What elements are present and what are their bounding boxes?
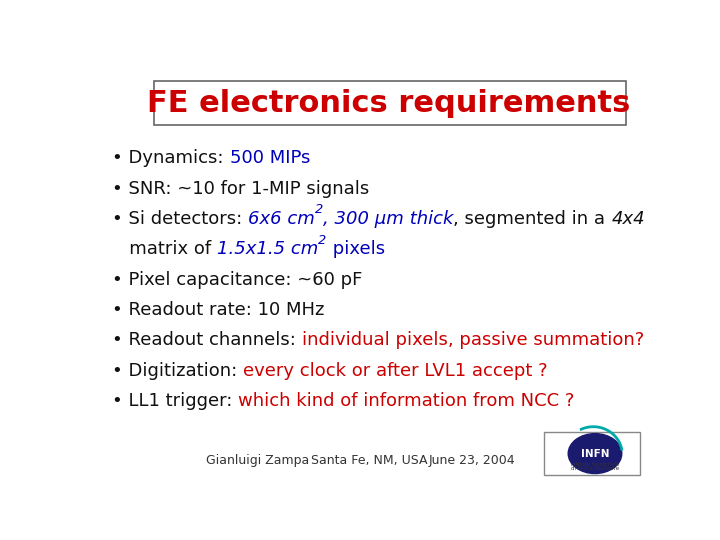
Circle shape — [568, 434, 622, 474]
Text: INFN: INFN — [581, 449, 609, 458]
Text: 500 MIPs: 500 MIPs — [230, 150, 310, 167]
Text: 6x6 cm: 6x6 cm — [248, 210, 315, 228]
Text: • Dynamics:: • Dynamics: — [112, 150, 230, 167]
Text: Gianluigi Zampa: Gianluigi Zampa — [206, 454, 309, 467]
Text: 2: 2 — [315, 204, 323, 217]
Text: Santa Fe, NM, USA: Santa Fe, NM, USA — [311, 454, 427, 467]
FancyBboxPatch shape — [154, 82, 626, 125]
Text: di Fisica Nucleare: di Fisica Nucleare — [571, 465, 619, 471]
Text: • LL1 trigger:: • LL1 trigger: — [112, 392, 238, 410]
Text: • Digitization:: • Digitization: — [112, 362, 243, 380]
Text: 4x4: 4x4 — [611, 210, 645, 228]
Text: • Readout rate: 10 MHz: • Readout rate: 10 MHz — [112, 301, 325, 319]
Text: FE electronics requirements: FE electronics requirements — [147, 89, 630, 118]
Text: , 300 μm: , 300 μm — [323, 210, 404, 228]
Text: individual pixels, passive summation?: individual pixels, passive summation? — [302, 332, 644, 349]
Text: June 23, 2004: June 23, 2004 — [429, 454, 516, 467]
Text: , segmented in a: , segmented in a — [454, 210, 611, 228]
Text: 1.5x1.5 cm: 1.5x1.5 cm — [217, 240, 318, 259]
Text: matrix of: matrix of — [112, 240, 217, 259]
Text: which kind of information from NCC ?: which kind of information from NCC ? — [238, 392, 575, 410]
Text: • Pixel capacitance: ~60 pF: • Pixel capacitance: ~60 pF — [112, 271, 363, 289]
Text: thick: thick — [404, 210, 454, 228]
Text: 2: 2 — [318, 234, 327, 247]
Text: pixels: pixels — [327, 240, 384, 259]
Text: every clock or after LVL1 accept ?: every clock or after LVL1 accept ? — [243, 362, 548, 380]
Text: • SNR: ~10 for 1-MIP signals: • SNR: ~10 for 1-MIP signals — [112, 180, 369, 198]
Text: • Readout channels:: • Readout channels: — [112, 332, 302, 349]
Text: Istituto Nazionale: Istituto Nazionale — [571, 462, 619, 467]
FancyBboxPatch shape — [544, 431, 639, 475]
Text: • Si detectors:: • Si detectors: — [112, 210, 248, 228]
